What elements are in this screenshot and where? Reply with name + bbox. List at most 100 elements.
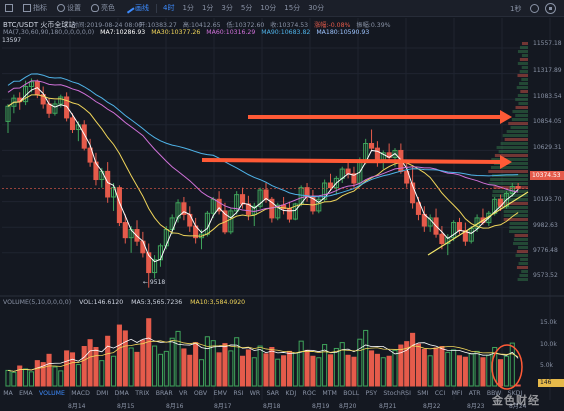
volume-profile-bar: [519, 82, 528, 85]
volume-bar: [228, 350, 234, 387]
settings-label: 设置: [67, 4, 81, 12]
volume-bar: [503, 355, 509, 387]
indicator-tab-skdj[interactable]: SKDJ: [507, 390, 523, 397]
ma7-line: [7, 87, 519, 263]
indicator-tab-dmi[interactable]: DMI: [96, 390, 109, 397]
indicator-tab-ema[interactable]: EMA: [19, 390, 33, 397]
date-label: 8月24: [509, 403, 527, 410]
volume-bar: [392, 349, 398, 387]
indicator-tab-macd[interactable]: MACD: [71, 390, 90, 397]
volume-bar: [456, 355, 463, 387]
volume-bar: [69, 352, 76, 387]
theme-button[interactable]: 亮色: [86, 0, 120, 17]
candle-body: [122, 222, 128, 239]
pair-title: BTC/USDT 火币全球站: [3, 21, 76, 29]
timeframe-1m-a[interactable]: 1分: [182, 4, 194, 12]
volume-bar: [421, 348, 427, 387]
candle-body: [392, 149, 398, 158]
volume-profile-bar: [493, 162, 528, 165]
candle-body: [116, 187, 122, 224]
indicators-label: 指标: [33, 4, 47, 12]
volume-profile-bar: [521, 270, 528, 273]
volume-profile-bar: [509, 222, 528, 225]
zoom-icon[interactable]: [530, 4, 539, 13]
settings-button[interactable]: 设置: [52, 0, 86, 17]
price-axis-label: 9776.48: [533, 247, 558, 254]
indicator-tab-wr[interactable]: WR: [249, 390, 261, 397]
volume-bar: [198, 359, 205, 387]
indicator-icon: [23, 4, 31, 12]
indicator-tab-mfi[interactable]: MFI: [451, 390, 463, 397]
volume-profile-bar: [521, 66, 528, 69]
indicator-tab-smi[interactable]: SMI: [417, 390, 429, 397]
volume-profile-bar: [520, 90, 528, 93]
amplitude-value: 振幅:0.39%: [356, 22, 391, 29]
ma60-value: MA60:10316.29: [206, 29, 256, 36]
timeframe-1s[interactable]: 1秒: [510, 4, 522, 13]
volume-bar: [46, 353, 52, 387]
high-marker: 13597: [2, 37, 22, 44]
ma90-value: MA90:10683.82: [261, 29, 311, 36]
fullscreen-button[interactable]: [0, 0, 18, 17]
volume-profile-bar: [518, 102, 528, 105]
vol-ma5-value: MA5:3,565.7236: [131, 299, 183, 306]
price-axis-label: 10193.70: [533, 196, 562, 203]
volume-profile-bar: [517, 278, 528, 281]
candle-body: [351, 173, 357, 184]
draw-line-button[interactable]: 画线: [120, 0, 154, 17]
indicator-tab-rsi[interactable]: RSI: [233, 390, 244, 397]
stop-icon[interactable]: [545, 3, 556, 14]
indicator-tab-brar[interactable]: BRAR: [155, 390, 173, 397]
volume-bar: [445, 351, 451, 387]
volume-info-line: VOLUME(5,10,0,0,0,0) VOL:146.6120 MA5:3,…: [3, 299, 251, 306]
candle-body: [146, 252, 152, 274]
volume-bar: [263, 353, 269, 387]
timeframe-4h[interactable]: 4时: [163, 4, 175, 12]
bulb-icon: [91, 4, 99, 12]
indicator-tab-boll[interactable]: BOLL: [343, 390, 360, 397]
candle-body: [152, 259, 158, 274]
indicator-tab-psy[interactable]: PSY: [365, 390, 377, 397]
indicator-tab-volume[interactable]: VOLUME: [39, 390, 65, 397]
indicator-tab-mtm[interactable]: MTM: [322, 390, 337, 397]
indicator-tab-ma[interactable]: MA: [3, 390, 13, 397]
candle-body: [216, 198, 222, 212]
annotation-arrow-lower: [201, 158, 505, 164]
candle-body: [228, 210, 234, 233]
indicator-tab-atr[interactable]: ATR: [468, 390, 481, 397]
indicators-button[interactable]: 指标: [18, 0, 52, 17]
candle-body: [333, 177, 339, 189]
timeframe-1m-b[interactable]: 1分: [201, 4, 214, 12]
price-axis-label: 11557.18: [533, 40, 562, 47]
volume-profile-bar: [497, 206, 528, 209]
indicator-tab-dma[interactable]: DMA: [114, 390, 129, 397]
open-value: 开:10383.27: [139, 22, 177, 29]
indicator-tab-stochrsi[interactable]: StochRSI: [383, 390, 411, 397]
indicator-tab-cci[interactable]: CCI: [434, 390, 446, 397]
volume-ma10-line: [7, 340, 519, 372]
volume-profile-bar: [520, 258, 528, 261]
fullscreen-icon: [5, 4, 13, 12]
candle-body: [462, 230, 468, 242]
volume-profile-bar: [503, 218, 528, 221]
low-marker: ← 9518: [143, 279, 166, 286]
date-label: 8月14: [68, 403, 86, 410]
indicator-tab-roc[interactable]: ROC: [302, 390, 317, 397]
indicator-tab-trix[interactable]: TRIX: [135, 390, 150, 397]
timeframe-10m[interactable]: 10分: [260, 4, 277, 12]
volume-profile-bar: [519, 58, 528, 61]
volume-bar: [316, 357, 322, 387]
indicator-tab-obv[interactable]: OBV: [193, 390, 208, 397]
indicator-tab-emv[interactable]: EMV: [213, 390, 227, 397]
timeframe-15m[interactable]: 15分: [284, 4, 301, 12]
timeframe-3m[interactable]: 3分: [221, 4, 233, 12]
timeframe-5m[interactable]: 5分: [240, 4, 253, 12]
indicator-tab-sar[interactable]: SAR: [266, 390, 280, 397]
volume-bar: [386, 355, 392, 387]
timeframe-30m[interactable]: 30分: [308, 4, 325, 12]
indicator-tab-vr[interactable]: VR: [179, 390, 188, 397]
indicator-tab-bbw[interactable]: BBW: [486, 390, 502, 397]
candle-body: [286, 208, 293, 220]
indicator-tab-kdj[interactable]: KDJ: [285, 390, 297, 397]
